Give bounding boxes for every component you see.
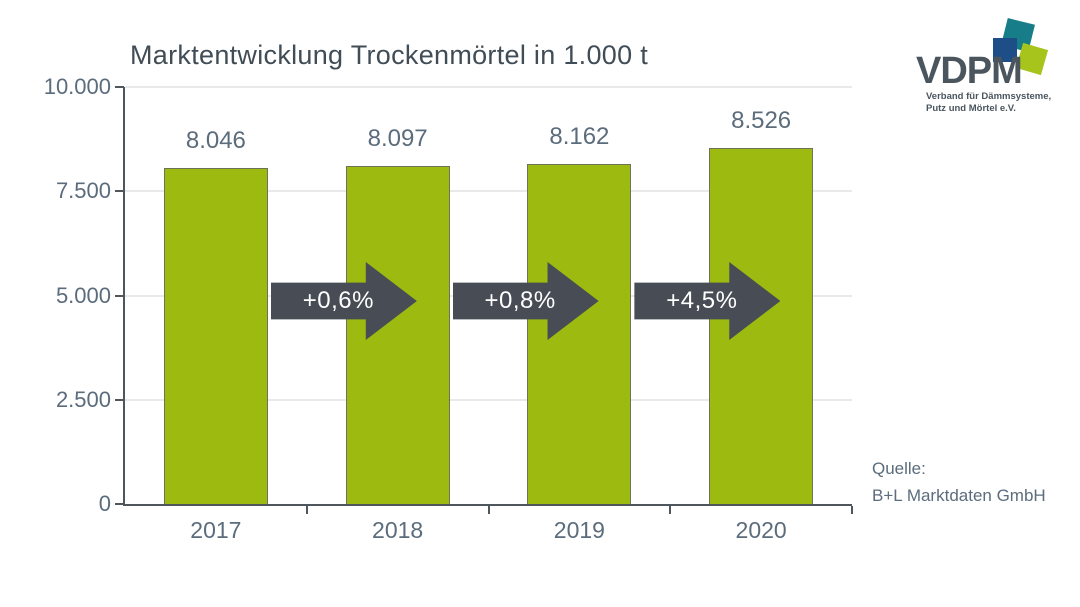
- y-tick-mark: [115, 398, 124, 401]
- logo-square-blue-icon: [993, 38, 1017, 62]
- x-tick-mark: [851, 506, 853, 514]
- x-tick-mark: [305, 506, 308, 514]
- gridline: [125, 398, 852, 401]
- y-axis-line: [123, 87, 125, 506]
- bar: [345, 166, 450, 504]
- x-tick-mark: [487, 506, 490, 514]
- y-tick-mark: [115, 86, 124, 88]
- bar: [709, 148, 814, 504]
- bar-value-label: 8.046: [185, 127, 246, 155]
- growth-arrow-label: +0,6%: [302, 287, 374, 314]
- logo-wordmark: VDPM: [916, 50, 1023, 92]
- y-tick-label: 2.500: [55, 386, 111, 412]
- y-tick-label: 0: [98, 491, 111, 516]
- gridline: [125, 190, 852, 193]
- bar-chart-plot-area: 0 2.500 5.000 7.500 10.000 8.046 2017 8.097 2018…: [44, 74, 853, 543]
- source-note: Quelle: B+L Marktdaten GmbH: [872, 455, 1046, 509]
- bar: [527, 163, 632, 504]
- logo-subtitle: Verband für Dämmsysteme, Putz und Mörtel…: [926, 91, 1051, 115]
- bar: [163, 168, 268, 504]
- y-tick-mark: [115, 294, 124, 297]
- y-tick-mark: [115, 503, 124, 505]
- source-label: Quelle:: [872, 459, 926, 478]
- chart-title: Marktentwicklung Trockenmörtel in 1.000 …: [130, 40, 649, 70]
- bar-value-label: 8.162: [549, 122, 610, 150]
- growth-arrow-label: +4,5%: [666, 287, 738, 314]
- y-tick-mark: [115, 190, 124, 193]
- x-tick-label: 2017: [190, 517, 242, 543]
- vdpm-logo: VDPM Verband für Dämmsysteme, Putz und M…: [900, 12, 1070, 120]
- logo-subtitle-line1: Verband für Dämmsysteme,: [926, 91, 1052, 102]
- x-tick-label: 2018: [372, 517, 424, 543]
- bar-value-label: 8.526: [731, 107, 792, 135]
- x-tick-label: 2020: [735, 517, 787, 543]
- x-axis-line: [123, 504, 852, 506]
- gridline: [125, 86, 852, 88]
- logo-subtitle-line2: Putz und Mörtel e.V.: [926, 103, 1016, 114]
- x-tick-mark: [669, 506, 672, 514]
- y-tick-label: 5.000: [55, 282, 111, 308]
- growth-arrow-label: +0,8%: [484, 287, 556, 314]
- y-tick-label: 7.500: [55, 178, 111, 204]
- y-tick-label: 10.000: [43, 74, 111, 99]
- source-text: B+L Marktdaten GmbH: [872, 486, 1046, 505]
- x-tick-label: 2019: [553, 517, 605, 543]
- bar-value-label: 8.097: [367, 125, 428, 153]
